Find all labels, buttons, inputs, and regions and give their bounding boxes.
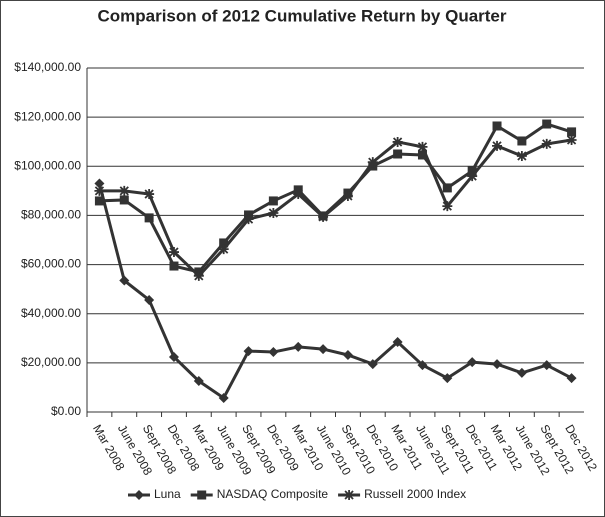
data-point — [119, 185, 130, 196]
y-tick-label: $40,000.00 — [21, 306, 81, 320]
data-point — [243, 214, 254, 225]
data-point — [119, 275, 130, 286]
legend: Luna NASDAQ Composite Russell 2000 Index — [128, 487, 466, 501]
data-point — [168, 351, 179, 362]
data-point — [243, 346, 254, 357]
data-point — [417, 360, 428, 371]
legend-label: Luna — [154, 487, 181, 501]
data-point — [567, 127, 577, 137]
data-point — [268, 196, 278, 206]
data-point — [467, 357, 478, 368]
data-point — [442, 373, 453, 384]
y-tick-label: $0.00 — [51, 404, 81, 418]
data-point — [144, 189, 155, 200]
data-point — [467, 166, 477, 176]
data-point — [268, 347, 279, 358]
data-point — [442, 183, 452, 193]
data-point — [492, 359, 503, 370]
legend-marker — [197, 490, 207, 500]
data-point — [293, 189, 304, 200]
data-point — [417, 141, 428, 152]
data-point — [542, 119, 552, 129]
data-point — [293, 341, 304, 352]
legend-marker — [134, 490, 144, 500]
data-point — [566, 373, 577, 384]
data-point — [144, 294, 155, 305]
data-point — [392, 336, 403, 347]
data-point — [517, 136, 527, 146]
legend-marker — [344, 490, 355, 500]
data-point — [342, 191, 353, 202]
data-point — [119, 195, 129, 205]
data-point — [342, 349, 353, 360]
data-point — [393, 149, 403, 159]
data-point — [94, 185, 105, 196]
y-tick-label: $140,000.00 — [14, 60, 81, 74]
legend-label: Russell 2000 Index — [364, 487, 466, 501]
data-point — [193, 270, 204, 281]
data-point — [516, 150, 527, 161]
data-point — [169, 261, 179, 271]
data-point — [219, 238, 229, 248]
data-point — [492, 121, 502, 131]
data-point — [268, 207, 279, 218]
data-point — [541, 360, 552, 371]
data-point — [442, 201, 453, 212]
data-point — [492, 140, 503, 151]
chart-title: Comparison of 2012 Cumulative Return by … — [97, 6, 506, 25]
data-point — [541, 138, 552, 149]
data-point — [94, 178, 105, 189]
data-point — [417, 150, 427, 160]
data-point — [467, 171, 478, 182]
data-point — [318, 344, 329, 355]
y-tick-label: $80,000.00 — [21, 208, 81, 222]
data-point — [218, 244, 229, 255]
data-point — [516, 367, 527, 378]
data-point — [144, 213, 154, 223]
y-tick-label: $100,000.00 — [14, 158, 81, 172]
legend-label: NASDAQ Composite — [217, 487, 329, 501]
y-tick-label: $20,000.00 — [21, 355, 81, 369]
data-point — [218, 392, 229, 403]
series-line — [99, 138, 572, 279]
data-point — [94, 196, 104, 206]
data-point — [367, 359, 378, 370]
data-point — [367, 157, 378, 168]
data-point — [168, 247, 179, 258]
y-tick-label: $60,000.00 — [21, 257, 81, 271]
data-point — [318, 211, 329, 222]
data-point — [392, 136, 403, 147]
y-tick-label: $120,000.00 — [14, 109, 81, 123]
data-point — [566, 134, 577, 145]
data-point — [193, 376, 204, 387]
